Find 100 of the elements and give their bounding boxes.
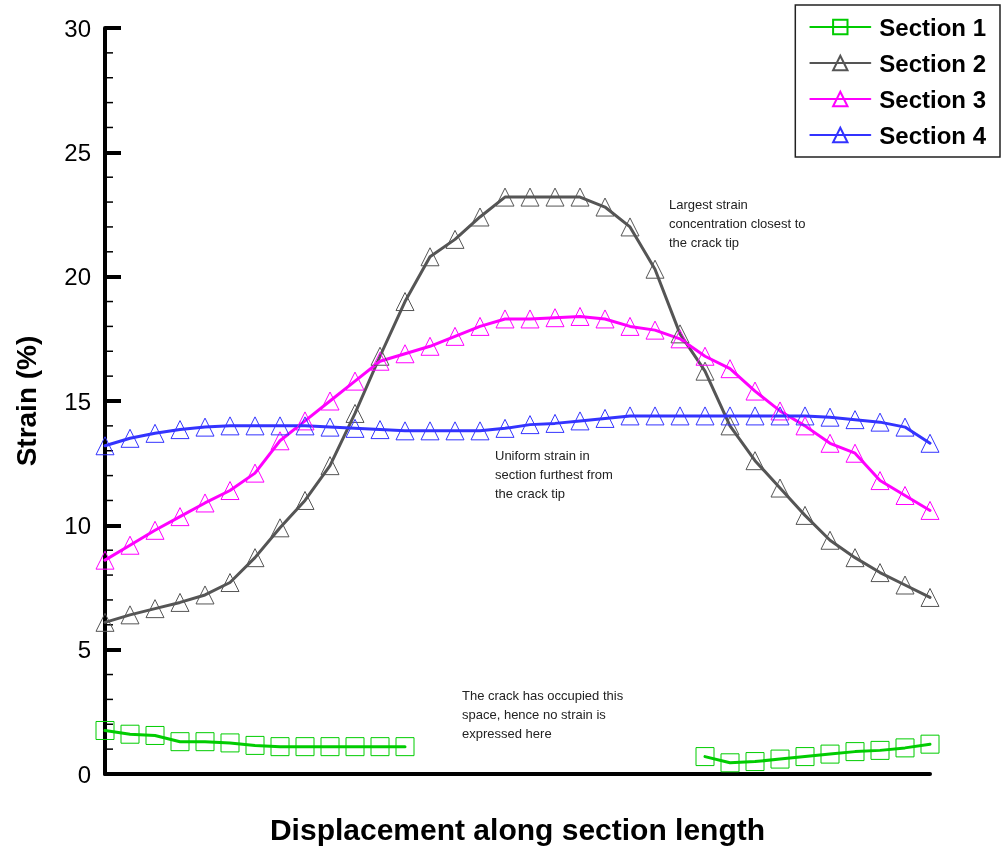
point [595, 197, 615, 217]
point [170, 592, 190, 612]
y-tick-label: 0 [77, 760, 91, 788]
point [170, 732, 190, 752]
point [670, 324, 690, 344]
point [295, 416, 315, 436]
point [620, 406, 640, 426]
point [820, 407, 840, 427]
point [170, 420, 190, 440]
y-tick-label: 25 [64, 138, 91, 166]
point [495, 309, 515, 329]
point [345, 371, 365, 391]
point [620, 217, 640, 237]
point [695, 361, 715, 381]
point [370, 737, 390, 757]
point [570, 411, 590, 431]
point [345, 418, 365, 438]
point [795, 747, 815, 767]
point [720, 753, 740, 773]
point [395, 421, 415, 441]
point [245, 416, 265, 436]
point [745, 752, 765, 772]
legend-label: Section 3 [879, 85, 986, 113]
point [570, 306, 590, 326]
point [695, 747, 715, 767]
point [645, 320, 665, 340]
point [320, 391, 340, 411]
point [845, 410, 865, 430]
point [545, 308, 565, 328]
point [395, 344, 415, 364]
point [120, 605, 140, 625]
point [370, 346, 390, 366]
point [395, 292, 415, 312]
point [495, 418, 515, 438]
point [145, 599, 165, 619]
y-axis-title: Strain (%) [10, 335, 42, 467]
point [120, 428, 140, 448]
point [395, 737, 415, 757]
point [545, 187, 565, 207]
point [195, 493, 215, 513]
legend-label: Section 1 [879, 13, 986, 41]
point [795, 416, 815, 436]
point [195, 732, 215, 752]
point [695, 406, 715, 426]
point [220, 481, 240, 501]
point [95, 720, 115, 740]
point [895, 575, 915, 595]
point [845, 742, 865, 762]
point [95, 436, 115, 456]
point [920, 500, 940, 520]
y-tick-label: 20 [64, 263, 91, 291]
point [920, 734, 940, 754]
point [270, 518, 290, 538]
point [820, 744, 840, 764]
point [920, 587, 940, 607]
point [770, 406, 790, 426]
x-axis-title: Displacement along section length [269, 812, 766, 846]
y-tick-label: 10 [64, 511, 91, 539]
y-tick-label: 5 [77, 636, 91, 664]
point [120, 535, 140, 555]
point [445, 421, 465, 441]
point [220, 733, 240, 753]
point [220, 416, 240, 436]
point [295, 411, 315, 431]
point [870, 563, 890, 583]
point [95, 550, 115, 570]
point [370, 351, 390, 371]
point [770, 401, 790, 421]
y-tick-label: 30 [64, 14, 91, 42]
point [120, 724, 140, 744]
point [520, 187, 540, 207]
point [645, 406, 665, 426]
point [770, 749, 790, 769]
point [470, 316, 490, 336]
point [570, 187, 590, 207]
point [870, 412, 890, 432]
point [745, 406, 765, 426]
point [95, 612, 115, 632]
point [495, 187, 515, 207]
point [820, 530, 840, 550]
point [270, 416, 290, 436]
point [445, 229, 465, 249]
annotation: Uniform strain in section furthest from the crack tip [495, 448, 613, 501]
point [870, 740, 890, 760]
point [745, 381, 765, 401]
point [245, 548, 265, 568]
point [895, 417, 915, 437]
point [145, 423, 165, 443]
point [595, 309, 615, 329]
point [245, 463, 265, 483]
point [295, 737, 315, 757]
point [470, 207, 490, 227]
point [745, 451, 765, 471]
point [870, 471, 890, 491]
point [370, 420, 390, 440]
point [895, 485, 915, 505]
point [770, 478, 790, 498]
point [345, 737, 365, 757]
point [845, 548, 865, 568]
point [470, 421, 490, 441]
